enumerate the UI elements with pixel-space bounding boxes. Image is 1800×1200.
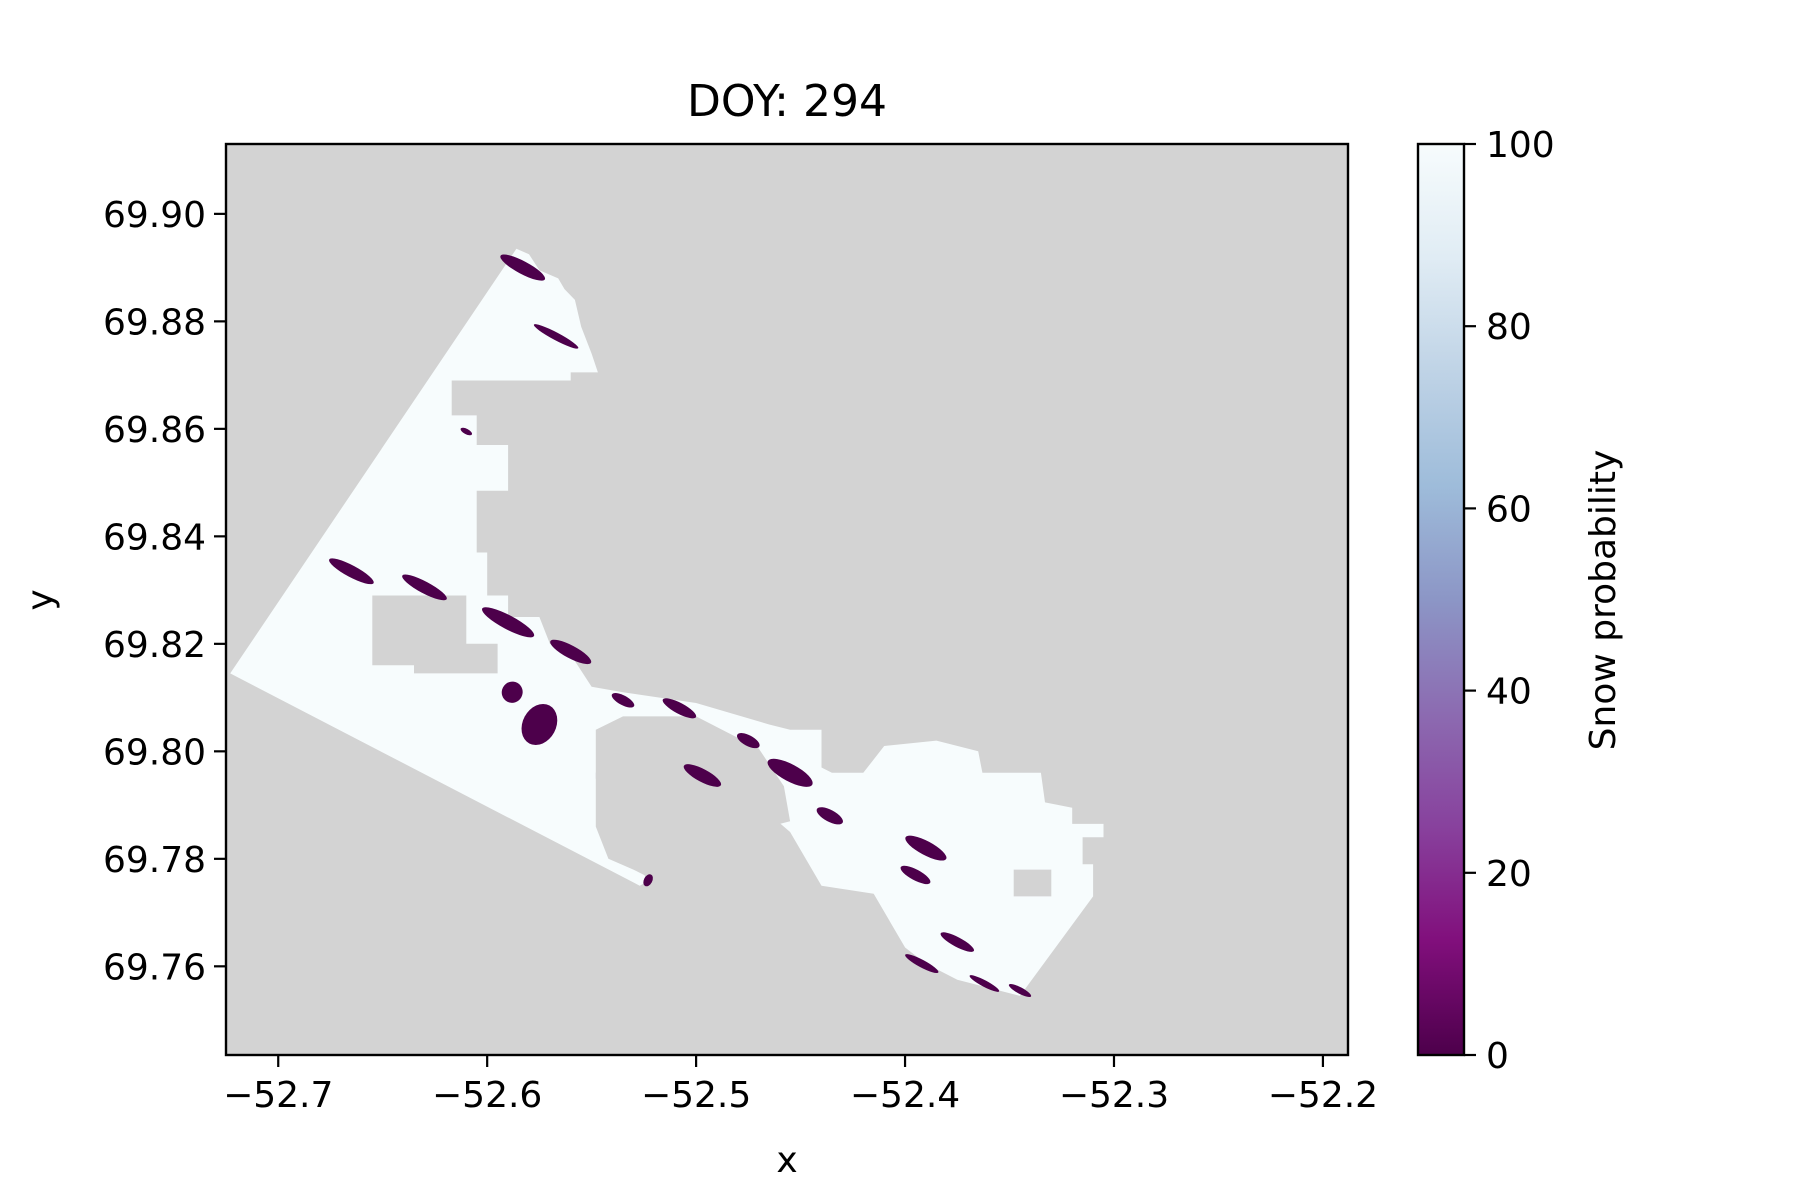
colorbar-label: Snow probability bbox=[1583, 450, 1624, 751]
no-data-hole-2 bbox=[595, 716, 791, 849]
low-probability-patch-9 bbox=[501, 681, 523, 703]
low-probability-patch-12 bbox=[736, 733, 760, 749]
low-probability-patch-13 bbox=[767, 758, 813, 787]
y-tick-label: 69.90 bbox=[103, 195, 206, 236]
colorbar-tick-label: 80 bbox=[1486, 307, 1532, 348]
low-probability-patch-7 bbox=[550, 639, 592, 665]
y-tick-label: 69.88 bbox=[103, 302, 206, 343]
low-probability-patch-21 bbox=[683, 764, 722, 787]
colorbar-frame bbox=[1416, 142, 1466, 1057]
y-tick-label: 69.76 bbox=[103, 947, 206, 988]
y-tick-label: 69.80 bbox=[103, 732, 206, 773]
low-probability-patch-19 bbox=[969, 975, 1000, 992]
low-probability-patch-5 bbox=[402, 574, 447, 601]
low-probability-patch-6 bbox=[482, 607, 535, 638]
y-tick-label: 69.82 bbox=[103, 625, 206, 666]
low-probability-patch-17 bbox=[940, 932, 975, 952]
y-tick-label: 69.84 bbox=[103, 517, 206, 558]
x-tick-label: −52.6 bbox=[432, 1075, 542, 1116]
y-tick-label: 69.86 bbox=[103, 410, 206, 451]
x-tick-label: −52.7 bbox=[223, 1075, 333, 1116]
low-probability-patch-8 bbox=[521, 703, 558, 746]
x-axis-label: x bbox=[776, 1140, 797, 1181]
plot-area bbox=[224, 142, 1350, 1057]
x-axis: −52.7 −52.6 −52.5 −52.4 −52.3 −52.2 bbox=[223, 1055, 1378, 1116]
y-axis: 69.76 69.78 69.80 69.82 69.84 69.86 69.88 69.90 bbox=[103, 195, 226, 988]
low-probability-patch-4 bbox=[329, 558, 374, 585]
colorbar-scale bbox=[1418, 144, 1464, 1055]
low-probability-patch-11 bbox=[662, 698, 697, 719]
y-tick-label: 69.78 bbox=[103, 840, 206, 881]
no-data-hole-1 bbox=[372, 595, 498, 674]
colorbar-tick-label: 100 bbox=[1486, 125, 1555, 166]
x-tick-label: −52.5 bbox=[641, 1075, 751, 1116]
low-probability-patch-1 bbox=[500, 254, 546, 281]
colorbar-tick-label: 20 bbox=[1486, 854, 1532, 895]
low-probability-patch-10 bbox=[611, 693, 635, 708]
colorbar-ticks: 0 20 40 60 80 100 bbox=[1464, 125, 1555, 1077]
raster-layer bbox=[230, 248, 1104, 998]
colorbar-tick-label: 0 bbox=[1486, 1036, 1509, 1077]
x-tick-label: −52.2 bbox=[1268, 1075, 1378, 1116]
colorbar-tick-label: 60 bbox=[1486, 489, 1532, 530]
chart-title: DOY: 294 bbox=[687, 76, 887, 127]
plot-frame bbox=[224, 142, 1350, 1057]
x-tick-label: −52.3 bbox=[1059, 1075, 1169, 1116]
no-data-hole-3 bbox=[1013, 869, 1052, 897]
low-probability-patch-14 bbox=[816, 807, 843, 825]
colorbar: 0 20 40 60 80 100 Snow probability bbox=[1416, 125, 1624, 1077]
low-probability-patch-20 bbox=[1008, 983, 1032, 998]
x-tick-label: −52.4 bbox=[850, 1075, 960, 1116]
y-axis-label: y bbox=[20, 589, 61, 610]
high-probability-region bbox=[230, 248, 1104, 996]
low-probability-patch-16 bbox=[900, 865, 931, 885]
low-probability-patch-3 bbox=[460, 427, 473, 436]
low-probability-patch-2 bbox=[533, 324, 579, 349]
low-probability-patch-15 bbox=[905, 835, 947, 861]
colorbar-tick-label: 40 bbox=[1486, 672, 1532, 713]
low-probability-patch-18 bbox=[905, 954, 939, 974]
low-probability-patch-22 bbox=[643, 874, 653, 887]
